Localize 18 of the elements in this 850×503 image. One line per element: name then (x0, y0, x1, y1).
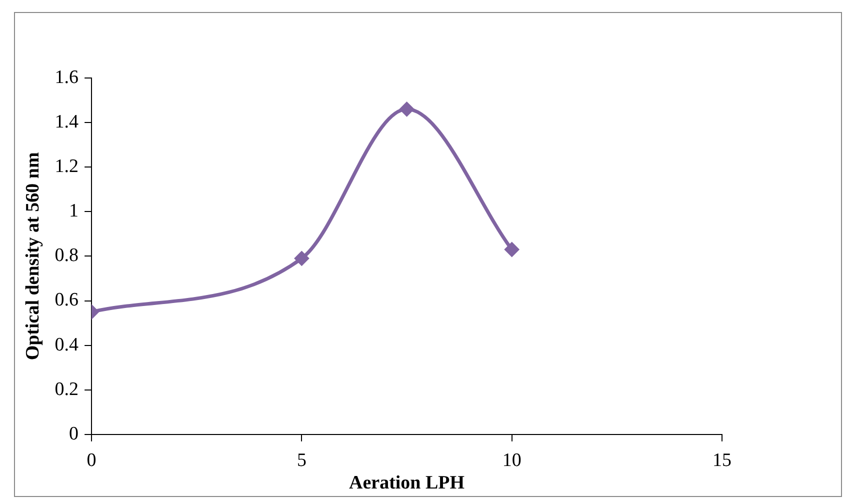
point (504, 242, 520, 258)
y-tick-label: 0.4 (54, 334, 80, 356)
y-tick-label: 0.2 (54, 378, 79, 400)
x-tick-label: 10 (502, 450, 522, 471)
y-tick-label: 0 (69, 423, 79, 444)
x-tick-label: 15 (712, 450, 732, 471)
y-tick-label: 1.4 (54, 112, 80, 133)
y-tick-label: 0.8 (54, 245, 79, 266)
point (399, 102, 414, 117)
y-tick-label: 0.6 (54, 290, 79, 311)
point (294, 250, 310, 266)
x-tick-label: 0 (86, 450, 96, 471)
x-tick-label: 5 (296, 450, 306, 471)
y-axis-title: Optical density at 560 nm (22, 152, 44, 360)
y-tick-label: 1 (69, 200, 79, 222)
y-tick-label: 1.6 (54, 66, 79, 88)
x-axis-title: Aeration LPH (348, 472, 465, 494)
y-tick-label: 1.2 (54, 156, 79, 178)
